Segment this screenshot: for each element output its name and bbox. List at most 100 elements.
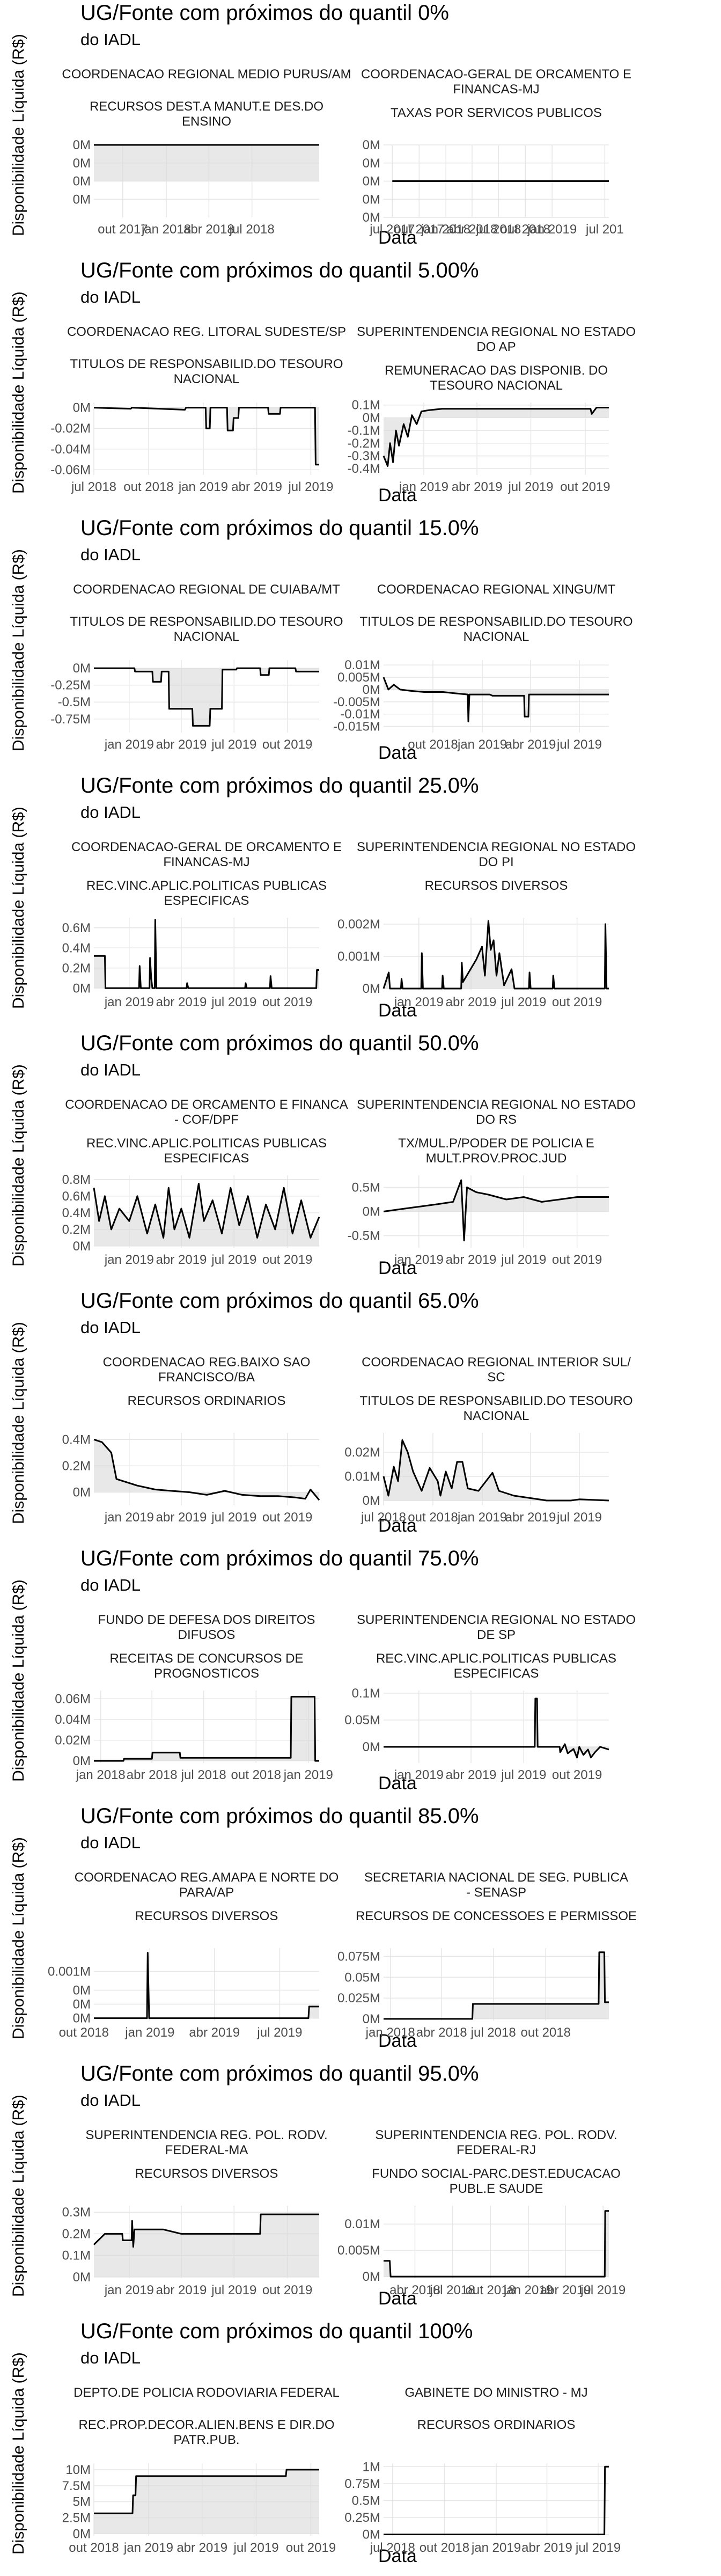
y-tick-label: 0M	[363, 1494, 380, 1508]
x-tick-label: jul 2018	[429, 2283, 475, 2297]
section-subtitle: do IADL	[80, 288, 141, 306]
facet-panel: COORDENACAO-GERAL DE ORCAMENTO EFINANCAS…	[62, 840, 342, 1009]
y-tick-label: -0.005M	[333, 695, 380, 709]
facet-fonte-label: TITULOS DE RESPONSABILID.DO TESOURO	[70, 357, 343, 371]
facet-fonte-label: NACIONAL	[174, 630, 240, 644]
series-line	[94, 1696, 319, 1762]
section-title: UG/Fonte com próximos do quantil 85.0%	[80, 1804, 479, 1828]
facet-fonte-label: TITULOS DE RESPONSABILID.DO TESOURO	[360, 1394, 633, 1408]
x-axis-title: Data	[378, 1516, 417, 1536]
facet-panel: GABINETE DO MINISTRO - MJ RECURSOS ORDINA…	[344, 2385, 621, 2555]
facet-fonte-label: RECURSOS DIVERSOS	[135, 1909, 278, 1923]
x-tick-label: jul 2019	[211, 1253, 256, 1267]
y-tick-label: 0.1M	[352, 398, 380, 413]
x-tick-label: out 2018	[59, 2025, 109, 2040]
series-line	[383, 1179, 609, 1241]
y-tick-label: -0.015M	[333, 720, 380, 734]
x-tick-label: jul 2018	[470, 2025, 516, 2040]
y-tick-label: 0.4M	[62, 1432, 91, 1447]
facet-panel: COORDENACAO REGIONAL XINGU/MT TITULOS DE …	[333, 582, 633, 752]
y-tick-label: 0.002M	[337, 917, 380, 932]
series-area	[94, 1952, 319, 2018]
gridlines	[384, 2206, 609, 2278]
facet-fonte-label: RECURSOS DIVERSOS	[135, 2167, 278, 2181]
y-tick-label: 1M	[363, 2460, 380, 2474]
x-tick-label: jul 2019	[211, 2283, 256, 2297]
x-tick-label: out 2017	[98, 222, 148, 237]
facet-ug-label: FINANCAS-MJ	[163, 855, 249, 869]
facet-panel: SUPERINTENDENCIA REG. POL. RODV.FEDERAL-…	[337, 2128, 626, 2297]
series-area	[384, 407, 609, 466]
y-axis-title-text: Disponibilidade Líquida (R$)	[10, 34, 27, 236]
facet-fonte-label: PUBL.E SAUDE	[450, 2182, 543, 2196]
series-area	[384, 1440, 609, 1501]
y-tick-label: 0.01M	[344, 2217, 380, 2231]
chart-section: UG/Fonte com próximos do quantil 0% do IA…	[0, 0, 721, 258]
y-tick-label: -0.02M	[50, 421, 91, 436]
y-tick-label: 0.06M	[55, 1692, 91, 1706]
x-tick-label: jan 2019	[124, 2025, 174, 2040]
chart-section: UG/Fonte com próximos do quantil 95.0% do…	[0, 2061, 721, 2318]
series-line	[384, 2465, 609, 2535]
y-tick-label: 0.05M	[344, 1970, 380, 1985]
facet-ug-label: COORDENACAO REGIONAL MEDIO PURUS/AM	[62, 67, 351, 82]
series-line	[382, 920, 609, 990]
x-tick-label: out 2018	[501, 222, 550, 237]
series-area	[94, 2469, 319, 2534]
x-tick-label: out 2019	[262, 995, 312, 1009]
facet-fonte-label: NACIONAL	[464, 1409, 529, 1423]
y-tick-label: 0M	[73, 401, 91, 415]
facet-ug-label: FEDERAL-RJ	[457, 2143, 536, 2157]
y-axis-title-text: Disponibilidade Líquida (R$)	[10, 1064, 27, 1267]
y-tick-label: 0.05M	[344, 1713, 380, 1728]
series-line	[384, 1697, 609, 1759]
x-tick-label: abr 2019	[189, 2025, 240, 2040]
y-tick-label: 0M	[73, 661, 91, 676]
series-area	[94, 1439, 319, 1501]
x-tick-label: jul 2018	[475, 222, 521, 237]
x-tick-label: jul 2019	[233, 2541, 278, 2555]
series-line	[384, 1951, 609, 2020]
series-line	[382, 677, 609, 722]
x-tick-label: jul 2019	[501, 1768, 546, 1782]
x-axis-title: Data	[378, 2031, 417, 2051]
x-axis-title: Data	[378, 2546, 417, 2566]
y-tick-label: 0.3M	[62, 2205, 91, 2220]
x-tick-label: jul 2019	[211, 995, 256, 1009]
x-tick-label: jul 2018	[181, 1768, 226, 1782]
section-subtitle: do IADL	[80, 2091, 141, 2110]
y-tick-label: -0.5M	[348, 1229, 380, 1243]
series-area	[384, 921, 609, 989]
x-tick-label: jan 2018	[421, 222, 470, 237]
series-line	[93, 407, 319, 466]
y-tick-label: -0.04M	[50, 442, 91, 457]
x-tick-label: out 2019	[560, 480, 610, 494]
x-tick-label: jan 2019	[457, 1510, 507, 1525]
y-tick-label: 0.2M	[62, 961, 91, 976]
facet-ug-label: FUNDO DE DEFESA DOS DIREITOS	[98, 1613, 315, 1627]
facet-fonte-label: RECURSOS ORDINARIOS	[417, 2418, 576, 2432]
x-tick-label: jul 2019	[501, 995, 546, 1009]
section-subtitle: do IADL	[80, 1833, 141, 1852]
facet-panel: SECRETARIA NACIONAL DE SEG. PUBLICA- SEN…	[337, 1870, 637, 2040]
series-area	[384, 677, 609, 722]
section-subtitle: do IADL	[80, 1318, 141, 1337]
facet-ug-label: DO AP	[476, 340, 516, 354]
x-tick-label: out 2018	[408, 1510, 458, 1525]
x-tick-label: jul 2019	[501, 1253, 546, 1267]
x-tick-label: out 2017	[394, 222, 444, 237]
section-title: UG/Fonte com próximos do quantil 25.0%	[80, 774, 479, 797]
x-tick-label: jan 2019	[123, 2541, 173, 2555]
series-area	[384, 1952, 609, 2019]
y-tick-label: -0.4M	[348, 462, 380, 476]
series-line	[94, 919, 319, 989]
x-tick-label: jan 2019	[283, 1768, 333, 1782]
series-line	[93, 1438, 320, 1501]
facet-panel: DEPTO.DE POLICIA RODOVIARIA FEDERAL REC.P…	[62, 2385, 340, 2555]
y-tick-label: -0.25M	[50, 678, 91, 693]
x-tick-label: abr 2019	[446, 1253, 497, 1267]
x-axis-title: Data	[378, 228, 417, 248]
